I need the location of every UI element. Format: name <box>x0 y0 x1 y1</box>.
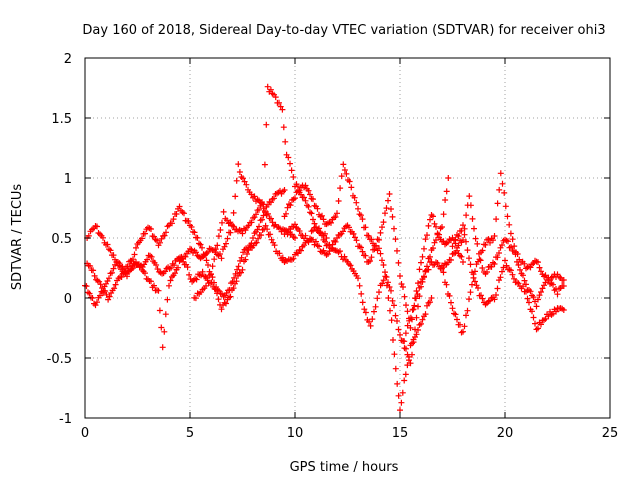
y-tick-label: 0.5 <box>51 232 72 247</box>
y-tick-label: 1 <box>64 172 72 187</box>
data-marks <box>82 83 567 414</box>
x-tick-label: 10 <box>287 426 304 441</box>
chart-title: Day 160 of 2018, Sidereal Day-to-day VTE… <box>82 23 605 38</box>
data-point-markers <box>84 222 288 303</box>
y-tick-label: 0 <box>64 292 72 307</box>
x-tick-label: 20 <box>497 426 514 441</box>
data-point-markers <box>281 191 466 331</box>
data-point-markers <box>84 161 298 351</box>
x-tick-label: 5 <box>186 426 194 441</box>
y-tick-label: -0.5 <box>47 352 72 367</box>
x-axis-label: GPS time / hours <box>290 460 399 475</box>
y-axis-label: SDTVAR / TECUs <box>10 184 25 291</box>
y-tick-label: -1 <box>59 412 72 427</box>
data-point-markers <box>439 193 567 310</box>
data-track <box>439 193 567 310</box>
data-track <box>84 222 288 303</box>
grid <box>85 58 610 418</box>
data-track <box>449 222 567 333</box>
data-track <box>84 161 298 351</box>
plot-frame <box>84 57 611 419</box>
y-tick-label: 1.5 <box>51 112 72 127</box>
data-point-markers <box>449 222 567 333</box>
x-tick-label: 25 <box>602 426 619 441</box>
x-tick-label: 15 <box>392 426 409 441</box>
y-tick-label: 2 <box>64 52 72 67</box>
data-track <box>281 191 466 331</box>
axes: 0 5 10 15 20 25 -1 -0.5 0 0.5 1 1.5 2 <box>47 52 619 441</box>
x-tick-label: 0 <box>81 426 89 441</box>
